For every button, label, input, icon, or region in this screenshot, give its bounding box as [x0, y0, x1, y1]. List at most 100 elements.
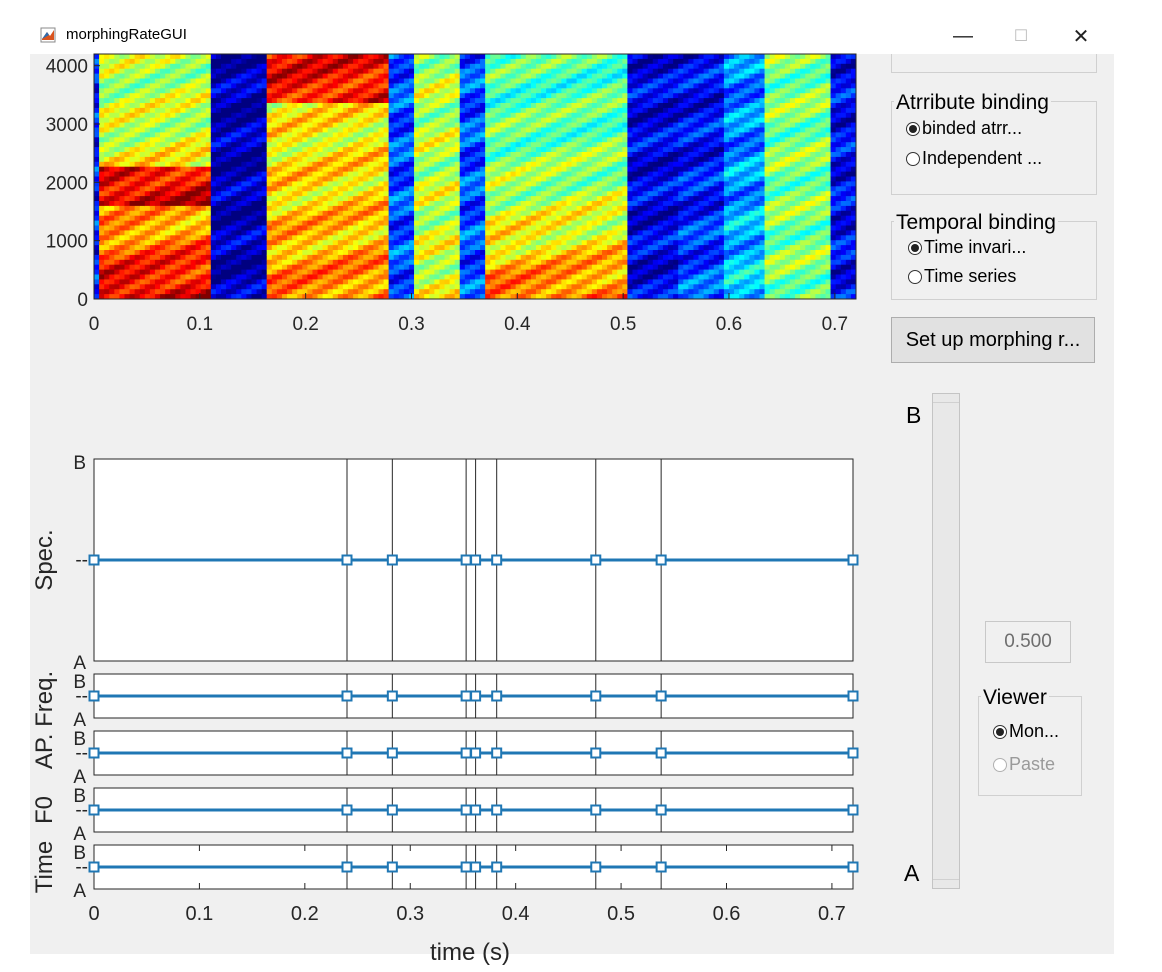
y-tick-label: 2000 — [46, 173, 88, 194]
minimize-icon: — — [953, 24, 973, 47]
radio-time-series[interactable]: Time series — [908, 266, 1016, 287]
anchor-point[interactable] — [88, 804, 100, 816]
top-panel-stub — [891, 54, 1097, 73]
x-tick-label: 0 — [89, 314, 100, 335]
y-tick-a: A — [73, 881, 86, 902]
x-tick-label: 0.6 — [716, 314, 742, 335]
radio-on-icon — [993, 724, 1007, 739]
y-tick-mid: -- — [75, 857, 88, 878]
anchor-point[interactable] — [491, 690, 503, 702]
radio-monitor[interactable]: Mon... — [993, 721, 1059, 742]
spectrogram-image[interactable] — [94, 54, 857, 300]
radio-on-icon — [908, 240, 922, 255]
anchor-point[interactable] — [88, 861, 100, 873]
anchor-point[interactable] — [655, 804, 667, 816]
x-tick-label: 0.5 — [610, 314, 636, 335]
anchor-point[interactable] — [386, 554, 398, 566]
radio-independent[interactable]: Independent ... — [906, 148, 1042, 169]
anchor-point[interactable] — [847, 861, 859, 873]
maximize-button[interactable]: ☐ — [992, 18, 1050, 54]
slider-top-arrow[interactable] — [933, 394, 959, 403]
y-tick-a: A — [73, 824, 86, 845]
time-tick-label: 0.4 — [502, 903, 530, 925]
y-tick-a: A — [73, 653, 86, 674]
window-title: morphingRateGUI — [66, 26, 187, 43]
y-tick-mid: -- — [75, 800, 88, 821]
anchor-point[interactable] — [470, 554, 482, 566]
anchor-point[interactable] — [590, 690, 602, 702]
radio-paste[interactable]: Paste — [993, 754, 1055, 775]
anchor-point[interactable] — [88, 690, 100, 702]
minimize-button[interactable]: — — [934, 18, 992, 54]
anchor-point[interactable] — [847, 690, 859, 702]
anchor-point[interactable] — [491, 747, 503, 759]
anchor-point[interactable] — [386, 804, 398, 816]
x-tick-label: 0.3 — [398, 314, 424, 335]
y-tick-label: 1000 — [46, 232, 88, 253]
morph-axis-4[interactable]: B-- A — [73, 843, 859, 902]
anchor-point[interactable] — [460, 554, 472, 566]
slider-bottom-arrow[interactable] — [933, 879, 959, 888]
anchor-point[interactable] — [88, 554, 100, 566]
anchor-point[interactable] — [470, 690, 482, 702]
y-tick-label: 0 — [77, 290, 88, 311]
morph-axis-3[interactable]: B-- A — [73, 786, 859, 845]
anchor-point[interactable] — [847, 554, 859, 566]
anchor-point[interactable] — [341, 804, 353, 816]
anchor-point[interactable] — [491, 554, 503, 566]
close-icon: ✕ — [1072, 25, 1090, 48]
anchor-point[interactable] — [655, 554, 667, 566]
anchor-point[interactable] — [341, 747, 353, 759]
morph-axis-2[interactable]: B-- A — [73, 729, 859, 788]
spectrogram-frame — [93, 53, 857, 300]
anchor-point[interactable] — [655, 690, 667, 702]
close-button[interactable]: ✕ — [1052, 18, 1110, 54]
anchor-point[interactable] — [460, 747, 472, 759]
viewer-panel — [978, 696, 1082, 796]
anchor-point[interactable] — [460, 861, 472, 873]
anchor-point[interactable] — [386, 861, 398, 873]
anchor-point[interactable] — [590, 861, 602, 873]
anchor-point[interactable] — [460, 690, 472, 702]
radio-time-invariant[interactable]: Time invari... — [908, 237, 1026, 258]
anchor-point[interactable] — [590, 554, 602, 566]
anchor-point[interactable] — [341, 690, 353, 702]
anchor-point[interactable] — [470, 861, 482, 873]
time-tick-label: 0.3 — [396, 903, 424, 925]
anchor-point[interactable] — [386, 747, 398, 759]
radio-off-icon — [993, 757, 1007, 772]
y-tick-mid: -- — [75, 743, 88, 764]
anchor-point[interactable] — [470, 804, 482, 816]
morph-axis-0[interactable]: B -- A — [73, 453, 859, 674]
anchor-point[interactable] — [88, 747, 100, 759]
anchor-point[interactable] — [460, 804, 472, 816]
y-tick-a: A — [73, 767, 86, 788]
anchor-point[interactable] — [590, 804, 602, 816]
time-tick-label: 0.5 — [607, 903, 635, 925]
morph-rate-slider[interactable] — [932, 393, 960, 889]
anchor-point[interactable] — [491, 804, 503, 816]
anchor-point[interactable] — [470, 747, 482, 759]
anchor-point[interactable] — [655, 861, 667, 873]
time-tick-label: 0.2 — [291, 903, 319, 925]
series-label: Spec. — [31, 529, 58, 590]
series-label: AP. Freq. — [31, 671, 58, 769]
anchor-point[interactable] — [590, 747, 602, 759]
anchor-point[interactable] — [847, 804, 859, 816]
y-tick-b: B — [73, 786, 86, 807]
setup-morphing-rate-button[interactable]: Set up morphing r... — [891, 317, 1095, 363]
anchor-point[interactable] — [341, 554, 353, 566]
anchor-point[interactable] — [341, 861, 353, 873]
time-tick-label: 0.7 — [818, 903, 846, 925]
attribute-binding-title: Atrribute binding — [894, 91, 1051, 114]
anchor-point[interactable] — [655, 747, 667, 759]
radio-binded-attr[interactable]: binded atrr... — [906, 118, 1022, 139]
morph-rate-value-field[interactable]: 0.500 — [985, 621, 1071, 663]
anchor-point[interactable] — [491, 861, 503, 873]
morph-axis-1[interactable]: B-- A — [73, 672, 859, 731]
anchor-point[interactable] — [847, 747, 859, 759]
temporal-binding-title: Temporal binding — [894, 211, 1058, 234]
viewer-title: Viewer — [981, 686, 1049, 709]
anchor-point[interactable] — [386, 690, 398, 702]
